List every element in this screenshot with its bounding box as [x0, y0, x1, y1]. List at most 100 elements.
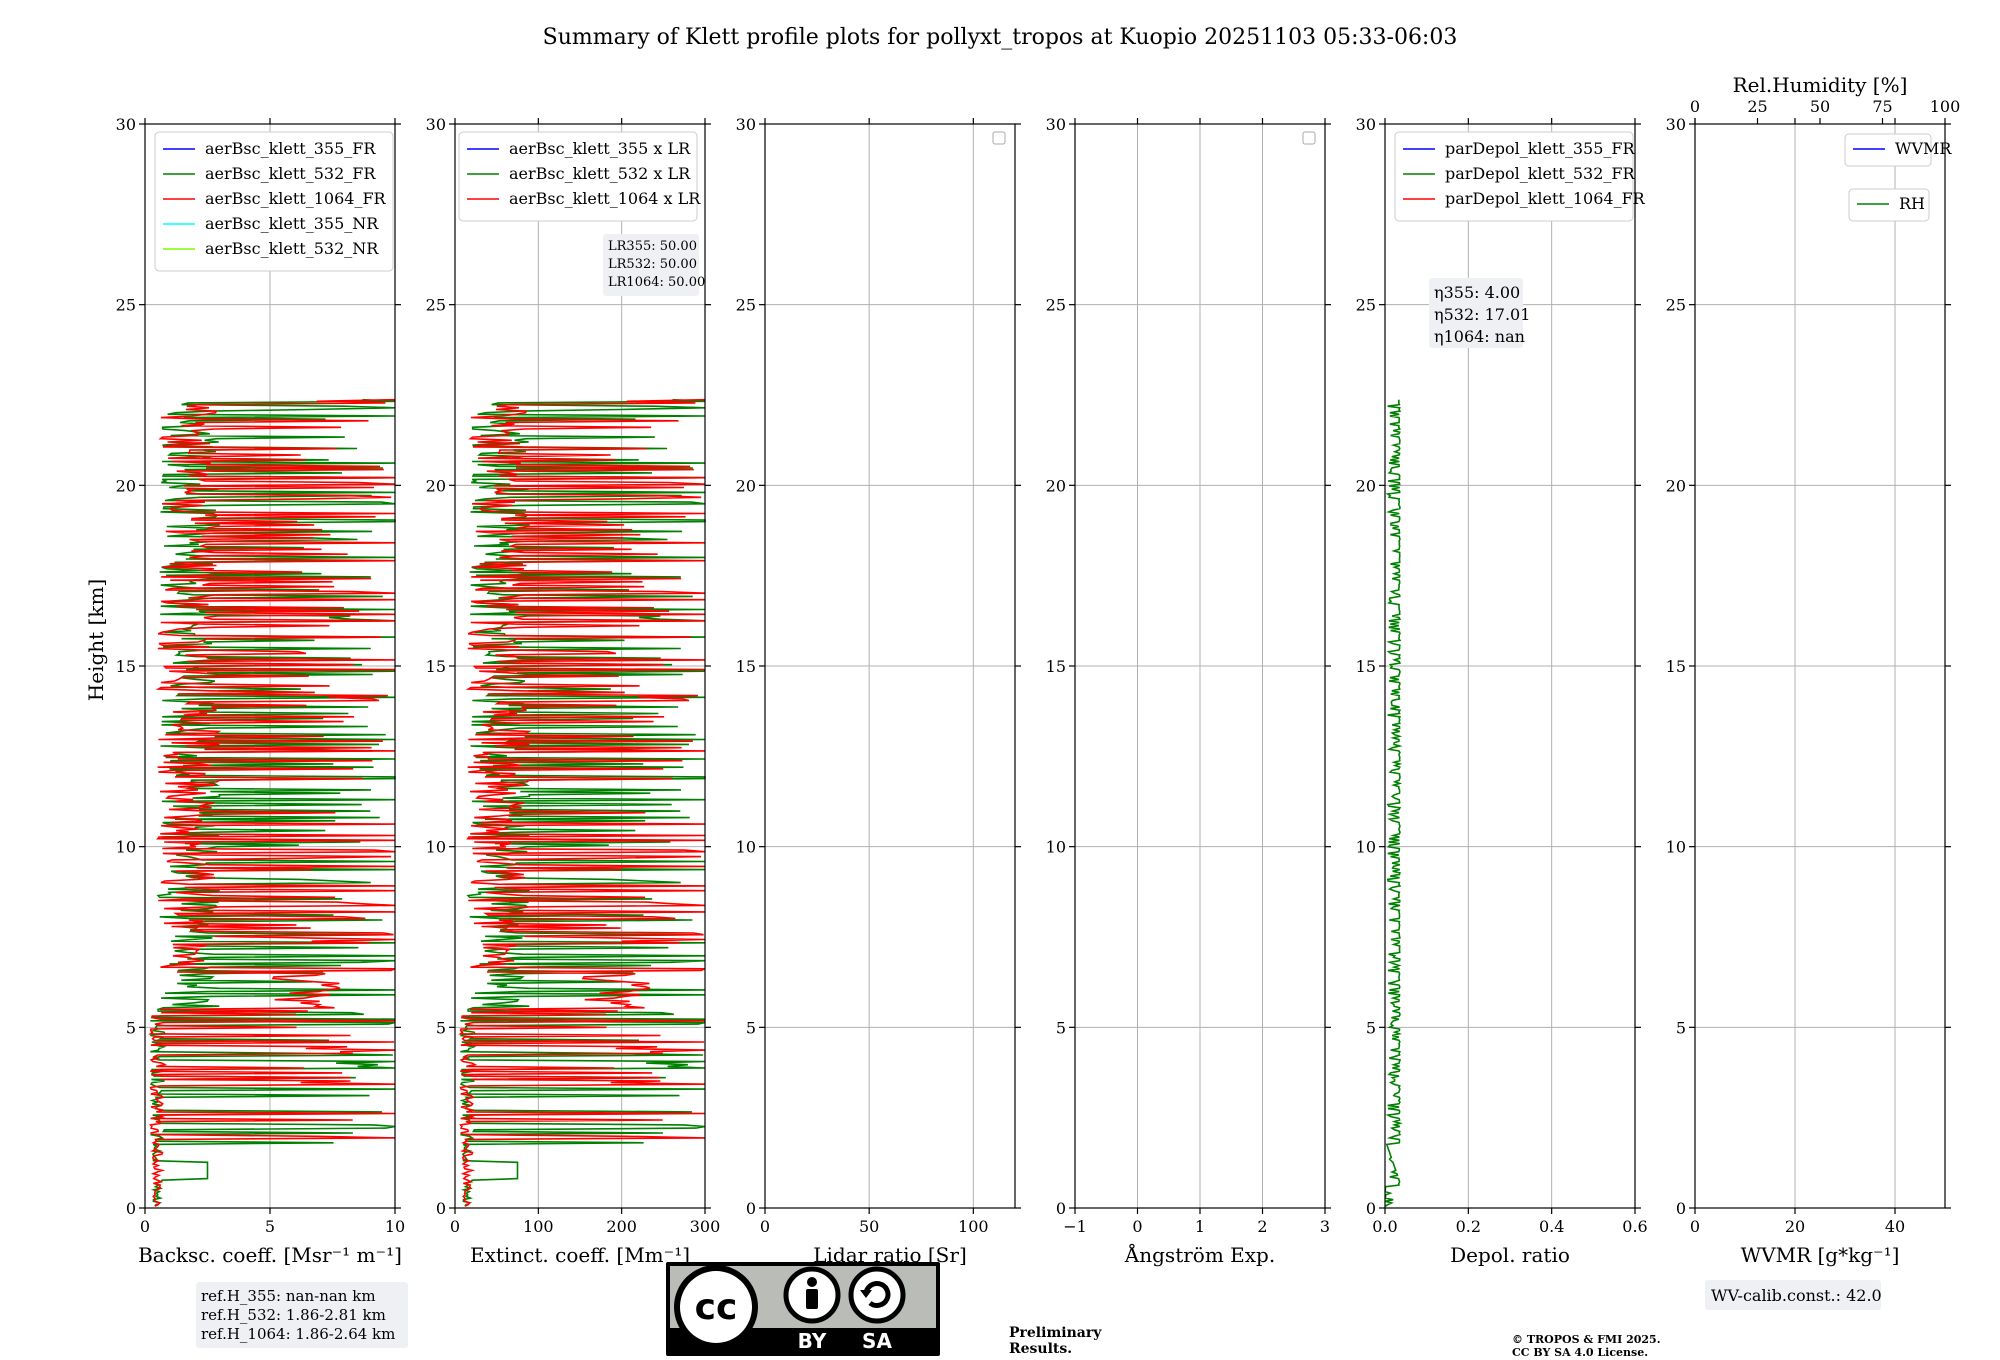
- y-tick-label: 30: [736, 115, 756, 134]
- panel-depol: 0 5 10 15 20 25 30 0.0 0.2 0.4 0.6 Depol. ratio parD…: [1356, 115, 1648, 1267]
- x-tick-label: 1: [1195, 1217, 1205, 1236]
- legend-label: aerBsc_klett_532 x LR: [509, 164, 691, 183]
- annotation-text: η355: 4.00: [1434, 283, 1520, 302]
- y-tick-label: 0: [1676, 1199, 1686, 1218]
- top-axis-tick-label: 75: [1872, 97, 1892, 116]
- x-tick-label: 50: [859, 1217, 879, 1236]
- y-tick-label: 20: [116, 476, 136, 495]
- annotation-text: LR355: 50.00: [608, 239, 697, 254]
- legend-label: aerBsc_klett_532_NR: [205, 239, 379, 258]
- annotation-text: η1064: nan: [1434, 327, 1525, 346]
- x-tick-label: 0: [140, 1217, 150, 1236]
- x-tick-label: 40: [1885, 1217, 1905, 1236]
- y-tick-label: 15: [426, 657, 446, 676]
- wv-calib-text: WV-calib.const.: 42.0: [1711, 1286, 1882, 1305]
- y-tick-label: 20: [426, 476, 446, 495]
- legend: aerBsc_klett_355_FR aerBsc_klett_532_FRae…: [154, 131, 394, 272]
- legend: aerBsc_klett_355 x LR aerBsc_klett_532 x …: [458, 131, 701, 222]
- by-person-head: [807, 1277, 817, 1287]
- y-tick-label: 10: [1666, 838, 1686, 857]
- y-tick-label: 25: [1046, 296, 1066, 315]
- y-tick-label: 20: [1356, 476, 1376, 495]
- ref-height-box: ref.H_355: nan-nan km ref.H_532: 1.86-2.…: [196, 1282, 408, 1348]
- sa-arrow: [863, 1281, 891, 1308]
- annotation-text: η532: 17.01: [1434, 305, 1530, 324]
- figure-title: Summary of Klett profile plots for polly…: [543, 25, 1458, 50]
- y-tick-label: 30: [116, 115, 136, 134]
- axes-frame: [454, 123, 706, 1209]
- y-tick-label: 20: [1046, 476, 1066, 495]
- legend-box: [458, 131, 698, 222]
- top-axis-label: Rel.Humidity [%]: [1733, 73, 1908, 97]
- y-tick-label: 0: [436, 1199, 446, 1218]
- axes-frame: [144, 123, 396, 1209]
- top-axis-tick-label: 25: [1747, 97, 1767, 116]
- legend-box: [1844, 133, 1932, 167]
- y-axis-label: Height [km]: [84, 579, 108, 701]
- y-tick-label: 0: [746, 1199, 756, 1218]
- axes-frame: [1074, 123, 1326, 1209]
- y-tick-label: 10: [426, 838, 446, 857]
- y-tick-label: 5: [746, 1018, 756, 1037]
- y-tick-label: 15: [116, 657, 136, 676]
- ref-height-532: ref.H_532: 1.86-2.81 km: [201, 1306, 386, 1324]
- y-tick-label: 30: [1666, 115, 1686, 134]
- panel-backscatter: 0 5 10 15 20 25 30 0 5 10 Backsc. coeff. [Msr⁻¹ m⁻…: [116, 115, 406, 1267]
- x-axis-label: WVMR [g*kg⁻¹]: [1741, 1243, 1900, 1267]
- ref-height-bg: [196, 1282, 408, 1348]
- by-label: BY: [798, 1329, 827, 1353]
- y-tick-label: 30: [426, 115, 446, 134]
- preliminary-label-2: Results.: [1009, 1341, 1072, 1357]
- y-tick-label: 10: [1046, 838, 1066, 857]
- y-tick-label: 0: [1366, 1199, 1376, 1218]
- sa-arrowhead: [860, 1290, 872, 1298]
- x-tick-label: 0: [1132, 1217, 1142, 1236]
- y-tick-label: 5: [1676, 1018, 1686, 1037]
- legend-box: [1848, 188, 1930, 222]
- y-tick-label: 5: [1056, 1018, 1066, 1037]
- x-tick-label: 300: [690, 1217, 721, 1236]
- legend-label: aerBsc_klett_355_FR: [205, 139, 376, 158]
- y-tick-label: 10: [736, 838, 756, 857]
- by-person-body: [806, 1289, 818, 1309]
- copyright-line-2: CC BY SA 4.0 License.: [1512, 1346, 1648, 1359]
- annotation-box: [1429, 278, 1523, 348]
- x-tick-label: 0.6: [1622, 1217, 1647, 1236]
- cc-circle-inner: [680, 1271, 752, 1343]
- legend-label: parDepol_klett_355_FR: [1445, 139, 1636, 158]
- x-tick-label: 10: [385, 1217, 405, 1236]
- y-tick-label: 20: [1666, 476, 1686, 495]
- x-tick-label: 20: [1785, 1217, 1805, 1236]
- x-tick-label: 0: [450, 1217, 460, 1236]
- legend-label: aerBsc_klett_1064 x LR: [509, 189, 701, 208]
- x-tick-label: 2: [1257, 1217, 1267, 1236]
- annotation-text: LR1064: 50.00: [608, 275, 705, 290]
- series-line-parDepol_klett_532_FR: [1384, 399, 1403, 1207]
- y-tick-label: 25: [426, 296, 446, 315]
- y-tick-label: 25: [736, 296, 756, 315]
- axes-frame: [764, 123, 1016, 1209]
- sa-label: SA: [862, 1329, 892, 1353]
- legend-label: parDepol_klett_1064_FR: [1445, 189, 1646, 208]
- x-tick-label: 0.0: [1372, 1217, 1397, 1236]
- series-line-aerBsc_klett_1064_FR: [148, 398, 396, 1207]
- x-axis-label: Backsc. coeff. [Msr⁻¹ m⁻¹]: [138, 1243, 402, 1267]
- preliminary-label-1: Preliminary: [1009, 1325, 1102, 1341]
- wv-calib-box: [1705, 1280, 1881, 1310]
- legend-label: aerBsc_klett_1064_FR: [205, 189, 387, 208]
- empty-legend-box: [1302, 131, 1316, 145]
- y-tick-label: 0: [1056, 1199, 1066, 1218]
- legend-box: [1394, 131, 1634, 222]
- legend-label: aerBsc_klett_355 x LR: [509, 139, 691, 158]
- legend-box: [154, 131, 394, 272]
- legend: parDepol_klett_355_FR parDepol_klett_532_…: [1394, 131, 1646, 222]
- ref-height-1064: ref.H_1064: 1.86-2.64 km: [201, 1325, 395, 1343]
- x-tick-label: 200: [606, 1217, 637, 1236]
- x-tick-label: 100: [958, 1217, 989, 1236]
- top-axis-tick-label: 0: [1690, 97, 1700, 116]
